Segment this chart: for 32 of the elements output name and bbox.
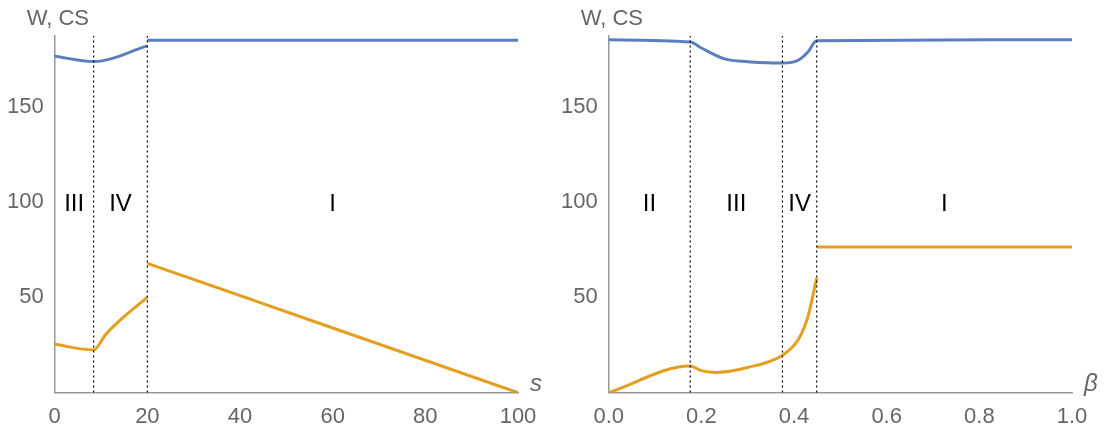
annotation: III xyxy=(726,188,747,216)
y-tick-label: 50 xyxy=(19,283,44,309)
annotation: I xyxy=(941,188,948,216)
x-tick-label: 40 xyxy=(227,402,253,428)
x-tick-label: 1.0 xyxy=(1056,402,1088,428)
annotation: IV xyxy=(788,188,811,216)
annotation: IV xyxy=(109,188,132,216)
y-axis-title: W, CS xyxy=(26,5,90,31)
y-axis-title: W, CS xyxy=(580,5,644,31)
x-tick-label: 0.4 xyxy=(778,402,810,428)
x-tick-label: 60 xyxy=(320,402,345,428)
y-tick-label: 100 xyxy=(6,187,44,213)
line-series xyxy=(54,295,149,352)
x-tick-label: 0.8 xyxy=(964,402,995,428)
x-tick-label: 80 xyxy=(413,402,438,428)
y-tick-label: 50 xyxy=(573,283,598,309)
x-tick-label: 100 xyxy=(499,402,537,428)
x-tick-label: 0.2 xyxy=(686,402,717,428)
y-tick-label: 150 xyxy=(6,92,44,118)
x-tick-label: 0.6 xyxy=(871,402,902,428)
annotation: II xyxy=(642,188,657,216)
y-tick-label: 100 xyxy=(560,187,598,213)
annotation: I xyxy=(329,188,337,216)
x-axis-title: s xyxy=(530,369,542,397)
line-series xyxy=(608,276,819,393)
y-tick-label: 150 xyxy=(560,92,598,118)
x-tick-label: 20 xyxy=(135,402,160,428)
x-tick-label: 0 xyxy=(48,402,61,428)
annotation: III xyxy=(64,188,85,216)
x-tick-label: 0.0 xyxy=(593,402,624,428)
x-axis-title: β xyxy=(1083,369,1098,397)
line-series xyxy=(608,38,1072,65)
